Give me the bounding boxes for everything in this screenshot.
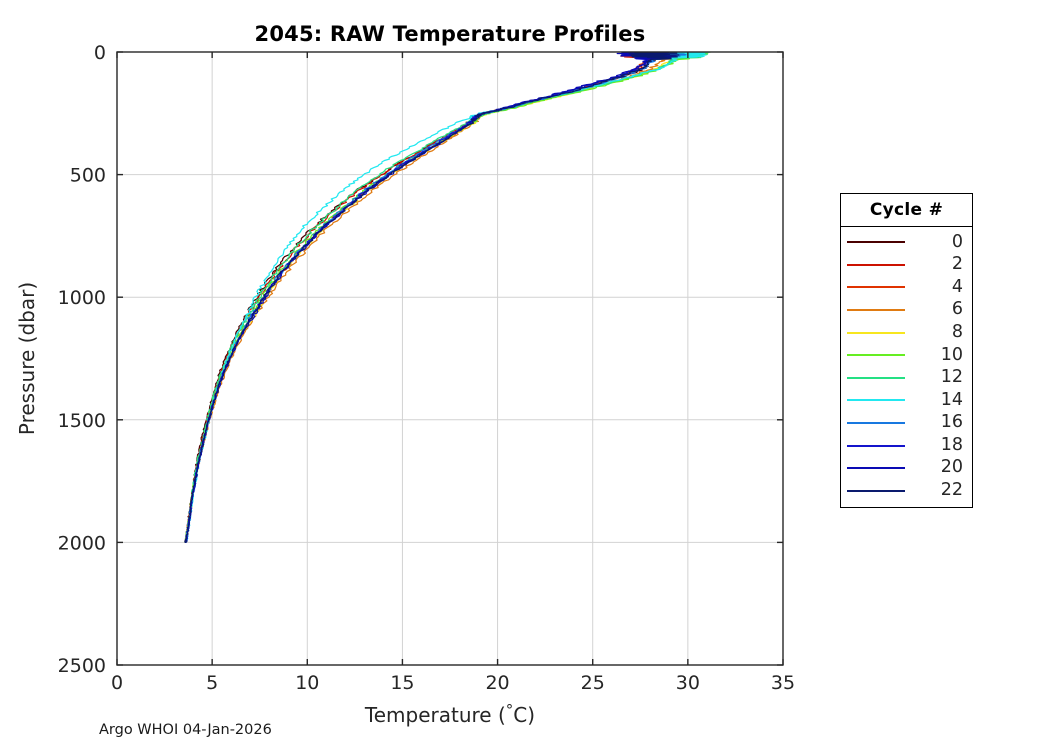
y-tick-label: 0 — [94, 42, 106, 64]
y-tick-label: 2000 — [58, 532, 106, 554]
legend-color-swatch — [847, 489, 905, 492]
legend-color-swatch — [847, 467, 905, 470]
legend-item-label: 16 — [940, 412, 963, 433]
legend-title: Cycle # — [841, 194, 972, 227]
legend-item-label: 20 — [940, 457, 963, 478]
x-tick-label: 35 — [771, 672, 795, 694]
legend-color-swatch — [847, 376, 905, 379]
x-tick-label: 5 — [206, 672, 218, 694]
legend-item-label: 8 — [951, 321, 963, 342]
legend-item-label: 22 — [940, 480, 963, 501]
x-tick-label: 20 — [485, 672, 509, 694]
legend-color-swatch — [847, 286, 905, 289]
legend-color-swatch — [847, 331, 905, 334]
y-tick-label: 1500 — [58, 410, 106, 432]
legend-item-cycle-12[interactable]: 12 — [841, 367, 972, 390]
legend-color-swatch — [847, 309, 905, 312]
legend-item-cycle-22[interactable]: 22 — [841, 480, 972, 503]
legend-color-swatch — [847, 422, 905, 425]
legend-item-label: 0 — [951, 231, 963, 252]
legend-item-label: 18 — [940, 434, 963, 455]
legend-color-swatch — [847, 263, 905, 266]
profile-series-group — [184, 52, 712, 544]
legend-item-label: 6 — [951, 299, 963, 320]
legend-item-cycle-14[interactable]: 14 — [841, 389, 972, 412]
x-tick-label: 15 — [390, 672, 414, 694]
axes-box — [116, 51, 784, 666]
x-tick-label: 10 — [295, 672, 319, 694]
x-tick-label: 25 — [581, 672, 605, 694]
y-axis-title: Pressure (dbar) — [15, 282, 39, 435]
legend-item-label: 2 — [951, 254, 963, 275]
legend-item-label: 10 — [940, 344, 963, 365]
figure-footer-note: Argo WHOI 04-Jan-2026 — [99, 722, 272, 738]
legend-color-swatch — [847, 399, 905, 402]
legend-color-swatch — [847, 444, 905, 447]
legend-item-cycle-0[interactable]: 0 — [841, 231, 972, 254]
legend-item-cycle-18[interactable]: 18 — [841, 434, 972, 457]
legend-item-cycle-10[interactable]: 10 — [841, 344, 972, 367]
legend-entries: 0 2 4 6 8 10 12 14 16 18 20 22 — [841, 227, 972, 507]
y-tick-label: 1000 — [58, 287, 106, 309]
x-tick-label: 30 — [676, 672, 700, 694]
legend-item-cycle-6[interactable]: 6 — [841, 299, 972, 322]
legend-item-label: 12 — [940, 367, 963, 388]
x-axis-title: Temperature (°C) — [364, 701, 535, 727]
y-tick-label: 500 — [70, 165, 106, 187]
legend-item-cycle-8[interactable]: 8 — [841, 321, 972, 344]
y-tick-label: 2500 — [58, 655, 106, 677]
legend-item-label: 14 — [940, 389, 963, 410]
legend-item-cycle-20[interactable]: 20 — [841, 457, 972, 480]
x-tick-label: 0 — [111, 672, 123, 694]
legend-item-label: 4 — [951, 276, 963, 297]
axes: 0 5 10 15 20 25 30 35 0 500 1000 1500 2000 2500 Temper… — [15, 42, 795, 727]
grid-lines — [117, 52, 783, 665]
legend-item-cycle-4[interactable]: 4 — [841, 276, 972, 299]
profile-line-cycle-12 — [184, 52, 709, 544]
legend-color-swatch — [847, 241, 905, 244]
legend-color-swatch — [847, 354, 905, 357]
profile-line-cycle-22 — [184, 52, 680, 544]
legend-panel: Cycle # 0 2 4 6 8 10 12 14 16 18 20 22 — [840, 193, 973, 509]
legend-item-cycle-2[interactable]: 2 — [841, 254, 972, 277]
legend-item-cycle-16[interactable]: 16 — [841, 412, 972, 435]
page-title: 2045: RAW Temperature Profiles — [254, 22, 646, 46]
